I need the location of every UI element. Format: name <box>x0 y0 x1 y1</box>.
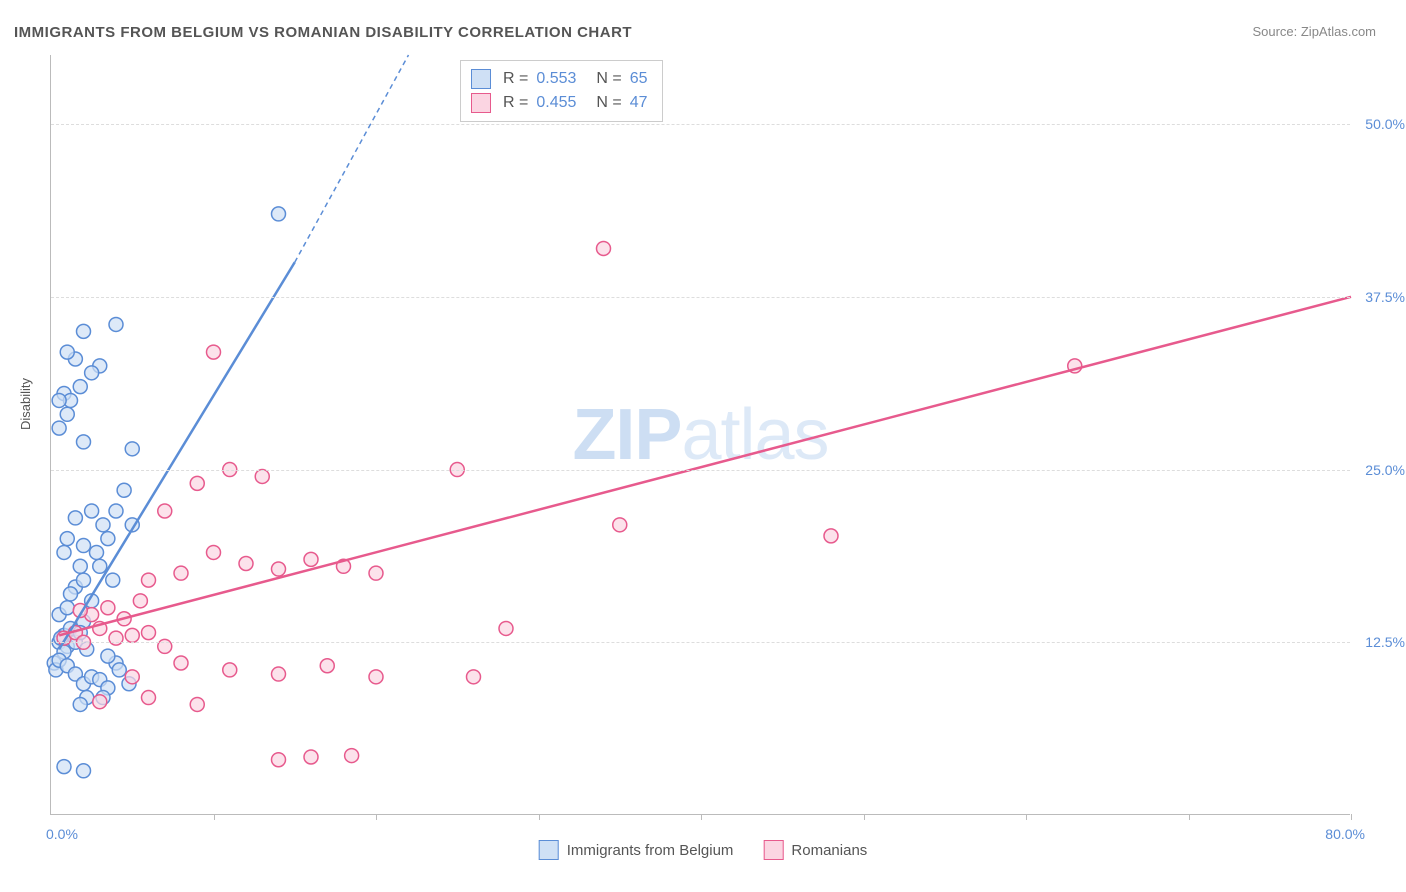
legend-r-label: R = <box>503 94 528 112</box>
legend-item-belgium: Immigrants from Belgium <box>539 840 734 860</box>
legend-swatch-belgium-icon <box>539 840 559 860</box>
legend-r-label: R = <box>503 70 528 88</box>
legend-n-value-2: 47 <box>630 94 648 112</box>
plot-area: ZIPatlas 12.5%25.0%37.5%50.0%0.0%80.0% <box>50 55 1350 815</box>
ytick-label: 12.5% <box>1365 634 1405 650</box>
legend-item-romanians: Romanians <box>763 840 867 860</box>
legend-row-2: R = 0.455 N = 47 <box>471 91 648 115</box>
legend-swatch-belgium <box>471 69 491 89</box>
legend-swatch-romanians-icon <box>763 840 783 860</box>
legend-label-romanians: Romanians <box>791 842 867 859</box>
legend-correlation: R = 0.553 N = 65 R = 0.455 N = 47 <box>460 60 663 122</box>
x-axis-end-label: 80.0% <box>1325 826 1365 842</box>
legend-n-value-1: 65 <box>630 70 648 88</box>
legend-n-label: N = <box>596 70 621 88</box>
legend-series: Immigrants from Belgium Romanians <box>539 840 868 860</box>
ytick-label: 37.5% <box>1365 289 1405 305</box>
legend-row-1: R = 0.553 N = 65 <box>471 67 648 91</box>
x-axis-start-label: 0.0% <box>46 826 78 842</box>
legend-r-value-2: 0.455 <box>536 94 576 112</box>
legend-r-value-1: 0.553 <box>536 70 576 88</box>
source-attribution: Source: ZipAtlas.com <box>1252 24 1376 39</box>
chart-svg <box>51 55 1350 814</box>
y-axis-label: Disability <box>18 378 33 430</box>
legend-label-belgium: Immigrants from Belgium <box>567 842 734 859</box>
ytick-label: 25.0% <box>1365 462 1405 478</box>
legend-n-label: N = <box>596 94 621 112</box>
ytick-label: 50.0% <box>1365 116 1405 132</box>
legend-swatch-romanians <box>471 93 491 113</box>
chart-title: IMMIGRANTS FROM BELGIUM VS ROMANIAN DISA… <box>14 24 632 41</box>
